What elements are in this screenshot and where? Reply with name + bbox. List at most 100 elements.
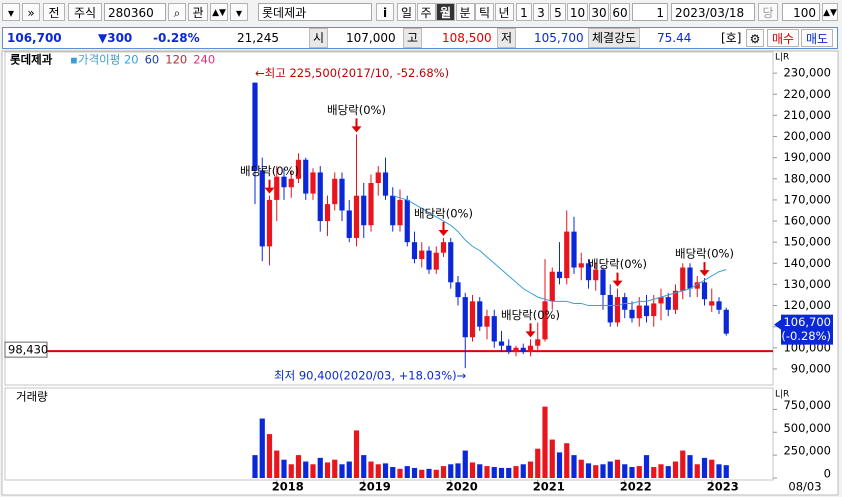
legend-marker: ▪ — [70, 53, 78, 67]
time-label: 08/03 — [788, 480, 821, 494]
x-tick-label: 2022 — [620, 480, 652, 494]
volume-bar — [658, 464, 664, 478]
bars-input[interactable]: 100 — [782, 3, 820, 21]
volume-bar — [643, 455, 650, 478]
volume-bar — [368, 461, 374, 478]
candle-body — [310, 172, 316, 194]
interval-tab[interactable]: 3 — [533, 3, 549, 21]
candle-body — [375, 172, 381, 184]
y-tick-label: 500,000 — [783, 421, 831, 435]
volume-bar — [680, 450, 686, 478]
candle-body — [701, 282, 708, 300]
interval-tab[interactable]: 5 — [550, 3, 566, 21]
y-tick-label: 250,000 — [783, 444, 831, 458]
candle-body — [419, 250, 425, 260]
settings-button[interactable]: ⚙ — [746, 29, 764, 47]
volume-bar — [498, 467, 505, 478]
dividend-arrow-head — [264, 187, 275, 194]
count-input[interactable]: 1 — [632, 3, 668, 21]
interval-tab[interactable]: 60 — [610, 3, 630, 21]
volume-bar — [629, 467, 635, 478]
volume-bar — [636, 466, 642, 478]
interval-tab[interactable]: 10 — [567, 3, 588, 21]
market-button[interactable]: 전 — [43, 3, 65, 21]
candle-body — [694, 282, 700, 289]
name-input[interactable]: 롯데제과 — [258, 3, 372, 21]
volume-bar — [672, 461, 679, 478]
volume-title: 거래량 — [16, 390, 48, 404]
volume-bar — [462, 450, 468, 478]
volume-bar — [274, 450, 280, 478]
high: 108,500 — [442, 31, 492, 45]
y-tick-label: 750,000 — [783, 398, 831, 412]
candle-body — [368, 183, 374, 226]
volume-bar — [353, 430, 360, 478]
candle-body — [448, 242, 454, 283]
volume-bar — [651, 467, 657, 478]
candle-body — [317, 172, 323, 222]
volume-bar — [266, 434, 273, 478]
volume-bar — [346, 461, 352, 478]
current-button[interactable]: 당 — [758, 3, 778, 21]
reference-label: 98,430 — [8, 343, 48, 357]
candle-body — [455, 282, 461, 298]
asset-type[interactable]: 주식 — [68, 3, 102, 21]
period-tab[interactable]: 월 — [436, 3, 455, 21]
volume-bar — [324, 462, 331, 478]
spinner[interactable]: ▲▼ — [210, 3, 228, 21]
sell-button[interactable]: 매도 — [801, 29, 833, 47]
candle-body — [600, 269, 606, 295]
candle-body — [469, 301, 476, 338]
date-input[interactable]: 2023/03/18 — [671, 3, 755, 21]
low: 105,700 — [534, 31, 584, 45]
candle-body — [440, 242, 447, 253]
hoga-button[interactable]: [호] — [721, 31, 742, 45]
volume-bar — [252, 455, 258, 478]
volume-bar — [469, 462, 476, 478]
low-label: 저 — [497, 28, 517, 48]
buy-button[interactable]: 매수 — [767, 29, 799, 47]
period-tab[interactable]: 주 — [416, 3, 436, 21]
volume-bar — [390, 467, 396, 478]
candle-body — [397, 199, 403, 226]
volume-bar — [295, 455, 302, 478]
change: ▼300 — [98, 31, 133, 45]
candle-body — [324, 204, 331, 222]
code-input[interactable]: 280360 — [104, 3, 166, 21]
volume-bar — [607, 461, 613, 478]
period-tab[interactable]: 년 — [494, 3, 514, 21]
volume-bar — [259, 418, 265, 478]
dropdown[interactable]: ▾ — [230, 3, 248, 21]
volume-bar — [397, 468, 403, 478]
candle-body — [346, 210, 352, 238]
candle-body — [339, 178, 345, 211]
candle-body — [527, 345, 534, 353]
search-button[interactable]: ⌕ — [168, 3, 186, 21]
y-tick-label: 230,000 — [783, 66, 831, 80]
menu-button[interactable]: ▾ — [2, 3, 20, 21]
info-button[interactable]: i — [376, 3, 394, 21]
y-tick-label: 210,000 — [783, 108, 831, 122]
legend-entry: 60 — [145, 53, 160, 67]
last-change-label: (-0.28%) — [781, 329, 831, 343]
volume-bar — [687, 455, 693, 478]
interval-tab[interactable]: 30 — [589, 3, 609, 21]
volume-bar — [564, 443, 570, 478]
expand-button[interactable]: » — [22, 3, 40, 21]
y-tick-label: 140,000 — [783, 256, 831, 270]
interval-tab[interactable]: 1 — [516, 3, 532, 21]
interest-button[interactable]: 관 — [188, 3, 208, 21]
volume-bar — [614, 459, 621, 478]
last-price-label: 106,700 — [783, 315, 831, 329]
volume-panel — [4, 387, 774, 481]
period-tab[interactable]: 틱 — [475, 3, 494, 21]
candle-body — [332, 178, 338, 205]
candle-body — [288, 178, 294, 188]
period-tab[interactable]: 일 — [397, 3, 416, 21]
period-tab[interactable]: 분 — [455, 3, 475, 21]
bars-spinner[interactable]: ▲▼ — [822, 3, 838, 21]
volume-bar — [288, 464, 294, 478]
candle-body — [614, 297, 621, 323]
